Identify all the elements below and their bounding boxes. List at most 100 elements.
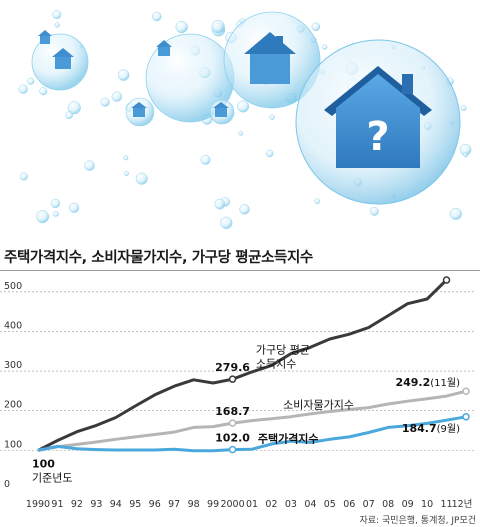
- series-label: 소득지수: [256, 357, 296, 370]
- small-bubble: [200, 154, 211, 165]
- data-label: 279.6: [215, 361, 250, 374]
- series-label: 소비자물가지수: [283, 399, 354, 412]
- y-tick-label: 0: [4, 479, 10, 490]
- small-bubble: [460, 105, 467, 111]
- y-tick-label: 500: [4, 281, 22, 292]
- data-label: 529.7: [445, 272, 480, 275]
- series-label: 주택가격지수: [258, 431, 319, 445]
- x-tick-label: 91: [51, 499, 63, 510]
- title-divider: [0, 270, 480, 271]
- small-bubble: [111, 91, 122, 102]
- data-point-marker: [462, 387, 470, 395]
- data-label: 100: [32, 457, 55, 470]
- x-tick-label: 92: [71, 499, 83, 510]
- x-tick-label: 93: [90, 499, 102, 510]
- small-bubble: [65, 111, 73, 120]
- small-bubble: [152, 11, 162, 22]
- data-label: 기준년도: [32, 471, 72, 484]
- x-tick-label: 1990: [26, 499, 50, 510]
- small-bubble: [54, 22, 60, 28]
- small-bubble: [211, 19, 225, 34]
- data-point-marker: [462, 413, 470, 421]
- series-line: [37, 278, 448, 452]
- small-bubble: [50, 198, 61, 209]
- data-point-marker: [228, 445, 237, 454]
- small-bubble: [463, 152, 469, 158]
- small-bubble: [239, 204, 250, 215]
- y-tick-label: 300: [4, 360, 22, 371]
- house-icon-large: ?: [324, 66, 432, 168]
- small-bubble: [369, 206, 379, 216]
- data-point-marker: [442, 276, 451, 284]
- series-lines: [37, 278, 467, 453]
- small-bubble: [27, 77, 35, 85]
- house-icon-small: [52, 48, 74, 69]
- x-tick-label: 99: [207, 499, 219, 510]
- small-bubble: [311, 22, 321, 32]
- small-bubble: [449, 207, 462, 220]
- x-tick-label: 98: [188, 499, 200, 510]
- series-line: [37, 415, 467, 453]
- x-tick-label: 11: [440, 499, 452, 510]
- question-mark: ?: [366, 114, 389, 160]
- x-tick-label: 02: [265, 499, 277, 510]
- house-icon-small: [131, 102, 147, 117]
- x-tick-label: 94: [110, 499, 122, 510]
- data-label: 102.0: [215, 432, 250, 445]
- data-label: 168.7: [215, 405, 250, 418]
- chart-title: 주택가격지수, 소비자물가지수, 가구당 평균소득지수: [4, 250, 313, 266]
- x-tick-label: 95: [129, 499, 141, 510]
- data-label: 249.2(11월): [395, 376, 460, 389]
- small-bubble: [18, 84, 28, 94]
- small-bubble: [175, 20, 188, 34]
- small-bubble: [220, 216, 233, 229]
- small-bubble: [214, 198, 226, 210]
- x-tick-label: 01: [246, 499, 258, 510]
- x-tick-label: 96: [149, 499, 161, 510]
- small-bubble: [100, 97, 110, 107]
- house-icon-medium: [244, 32, 296, 84]
- small-bubble: [237, 100, 250, 113]
- data-point-marker: [228, 419, 237, 427]
- source-note: 자료: 국민은행, 통계청, JP모건: [360, 514, 477, 526]
- small-bubble: [124, 171, 129, 176]
- x-tick-label: 07: [363, 499, 375, 510]
- x-tick-label: 06: [343, 499, 355, 510]
- y-tick-label: 200: [4, 400, 22, 411]
- bubble-house-illustration: ?: [18, 10, 472, 229]
- x-tick-label: 04: [304, 499, 316, 510]
- small-bubble: [135, 172, 148, 185]
- series-line: [37, 389, 467, 452]
- small-bubble: [321, 44, 328, 50]
- series-label: 가구당 평균: [256, 343, 310, 356]
- x-tick-label: 08: [382, 499, 394, 510]
- small-bubble: [69, 202, 80, 213]
- x-tick-label: 12년: [452, 499, 473, 510]
- x-tick-label: 10: [421, 499, 433, 510]
- small-bubble: [123, 155, 129, 161]
- house-icon-small: [156, 40, 172, 56]
- small-bubble: [67, 101, 81, 115]
- small-bubble: [117, 69, 130, 81]
- y-tick-label: 400: [4, 320, 22, 331]
- small-bubble: [314, 198, 320, 205]
- x-tick-label: 2000: [220, 499, 244, 510]
- x-tick-label: 09: [402, 499, 414, 510]
- y-axis: 0 100 200 300 400 500: [4, 281, 22, 490]
- data-point-marker: [228, 375, 237, 383]
- small-bubble: [35, 210, 50, 224]
- small-bubble: [52, 210, 59, 217]
- x-tick-label: 97: [168, 499, 180, 510]
- x-axis: 1990 91 92 93 94 95 96 97 98 99 2000 01 02 03 04 05 06 07…: [26, 499, 473, 510]
- small-bubble: [39, 87, 48, 96]
- data-label: 184.7(9월): [402, 422, 460, 435]
- house-icon-small: [213, 102, 229, 117]
- small-bubble: [265, 149, 274, 158]
- small-bubble: [84, 160, 95, 171]
- small-bubble: [19, 172, 28, 181]
- y-tick-label: 100: [4, 439, 22, 450]
- house-icon-tiny: [38, 30, 52, 44]
- small-bubble: [52, 10, 62, 20]
